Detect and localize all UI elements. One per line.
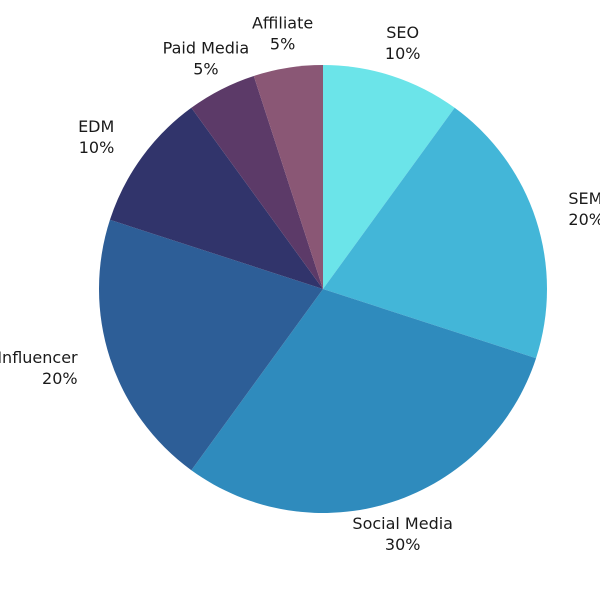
pie-slice-influencer	[98, 219, 323, 471]
pie-slice-sem	[323, 107, 548, 359]
slice-value-sem: 20%	[568, 210, 600, 229]
slice-value-social-media: 30%	[385, 535, 421, 554]
slice-label-social-media: Social Media	[352, 514, 453, 533]
pie-slice-seo	[323, 65, 455, 289]
pie-slice-edm	[109, 107, 324, 289]
slice-value-paid-media: 5%	[193, 60, 218, 79]
slice-value-edm: 10%	[79, 138, 115, 157]
slice-value-affiliate: 5%	[270, 35, 295, 54]
slice-label-affiliate: Affiliate	[252, 14, 313, 33]
slice-value-seo: 10%	[385, 44, 421, 63]
slice-label-influencer: Influencer	[0, 348, 78, 367]
slice-label-paid-media: Paid Media	[163, 39, 249, 58]
slice-value-influencer: 20%	[42, 369, 78, 388]
pie-slice-paid-media	[191, 75, 323, 290]
slice-label-edm: EDM	[78, 117, 114, 136]
slice-label-sem: SEM	[568, 189, 600, 208]
pie-labels: SEO 10% SEM 20% Social Media 30% Influencer 20%…	[0, 14, 600, 554]
pie-slice-social-media	[191, 289, 537, 513]
slice-label-seo: SEO	[386, 23, 419, 42]
pie-slices	[98, 64, 548, 513]
pie-slice-affiliate	[253, 64, 323, 289]
